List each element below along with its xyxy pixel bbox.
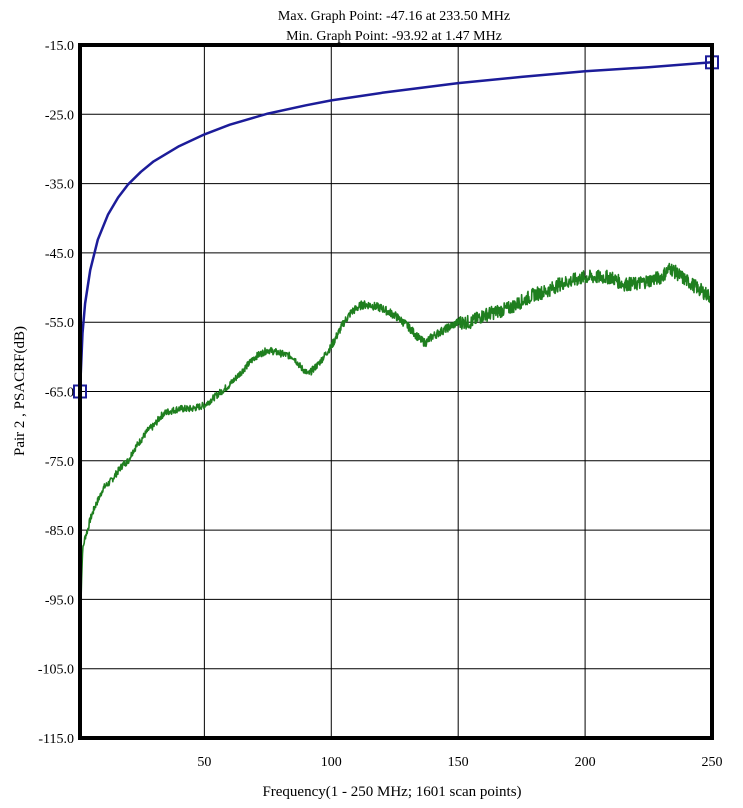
x-axis-ticks: 50 100 150 200 250 — [197, 755, 722, 770]
x-tick-label: 150 — [448, 755, 469, 770]
x-tick-label: 100 — [321, 755, 342, 770]
y-tick-label: -45.0 — [45, 247, 74, 262]
measured-line — [79, 262, 713, 595]
x-tick-label: 250 — [702, 755, 723, 770]
y-axis-ticks: -15.0 -25.0 -35.0 -45.0 -55.0 -65.0 -75.0 -85.0… — [38, 39, 74, 747]
plot-frame — [78, 43, 714, 740]
y-tick-label: -75.0 — [45, 455, 74, 470]
y-axis-label: Pair 2 , PSACRF(dB) — [12, 326, 28, 456]
y-tick-label: -25.0 — [45, 108, 74, 123]
x-tick-label: 50 — [197, 755, 211, 770]
y-tick-label: -85.0 — [45, 524, 74, 539]
series-layer — [78, 61, 713, 595]
y-tick-label: -95.0 — [45, 593, 74, 608]
grid-lines — [80, 45, 712, 738]
y-tick-label: -105.0 — [38, 663, 74, 678]
y-tick-label: -55.0 — [45, 316, 74, 331]
x-axis-label: Frequency(1 - 250 MHz; 1601 scan points) — [262, 784, 521, 800]
y-tick-label: -35.0 — [45, 178, 74, 193]
limit-line — [78, 61, 713, 392]
y-tick-label: -65.0 — [45, 386, 74, 401]
min-graph-point-text: Min. Graph Point: -93.92 at 1.47 MHz — [286, 29, 502, 44]
max-graph-point-text: Max. Graph Point: -47.16 at 233.50 MHz — [278, 9, 510, 24]
x-tick-label: 200 — [575, 755, 596, 770]
series-markers — [73, 55, 719, 399]
y-tick-label: -15.0 — [45, 39, 74, 54]
y-tick-label: -115.0 — [38, 732, 74, 747]
